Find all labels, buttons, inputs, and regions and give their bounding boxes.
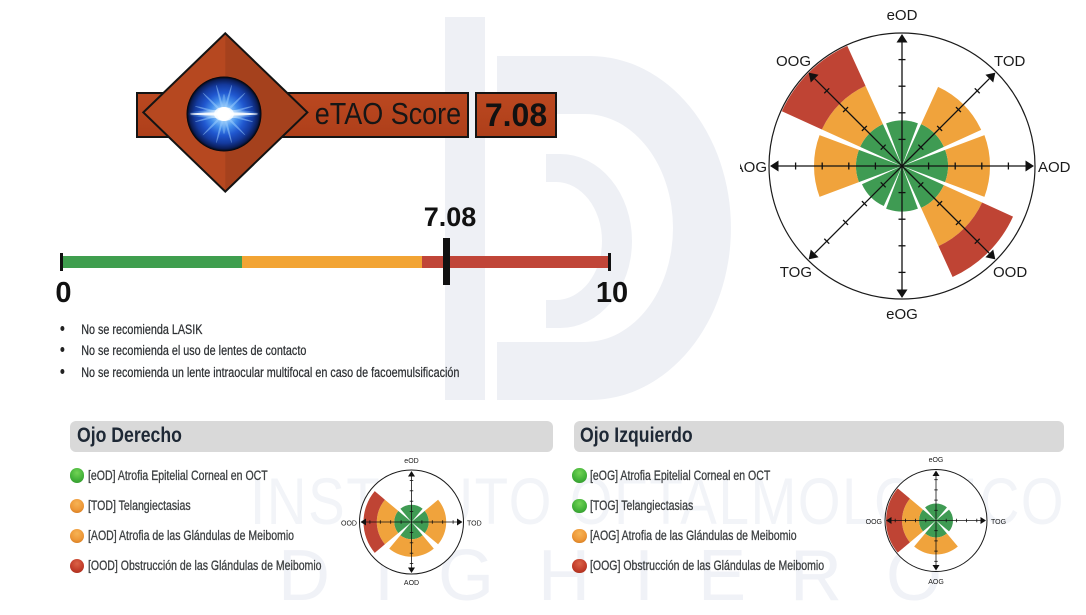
svg-text:OOD: OOD bbox=[341, 521, 357, 528]
svg-text:TOG: TOG bbox=[780, 264, 812, 281]
svg-text:AOD: AOD bbox=[404, 580, 419, 587]
svg-text:eOG: eOG bbox=[886, 306, 918, 323]
svg-text:AOG: AOG bbox=[740, 159, 767, 176]
svg-text:OOD: OOD bbox=[993, 264, 1027, 281]
svg-text:OOG: OOG bbox=[776, 53, 811, 70]
svg-text:OOG: OOG bbox=[866, 519, 882, 526]
svg-text:TOD: TOD bbox=[994, 53, 1026, 70]
svg-text:eOD: eOD bbox=[404, 458, 418, 465]
svg-text:TOD: TOD bbox=[467, 521, 482, 528]
svg-text:eOD: eOD bbox=[887, 7, 918, 24]
svg-text:eOG: eOG bbox=[929, 457, 944, 464]
svg-text:AOG: AOG bbox=[928, 579, 944, 586]
svg-text:AOD: AOD bbox=[1038, 159, 1071, 176]
svg-text:TOG: TOG bbox=[991, 519, 1006, 526]
